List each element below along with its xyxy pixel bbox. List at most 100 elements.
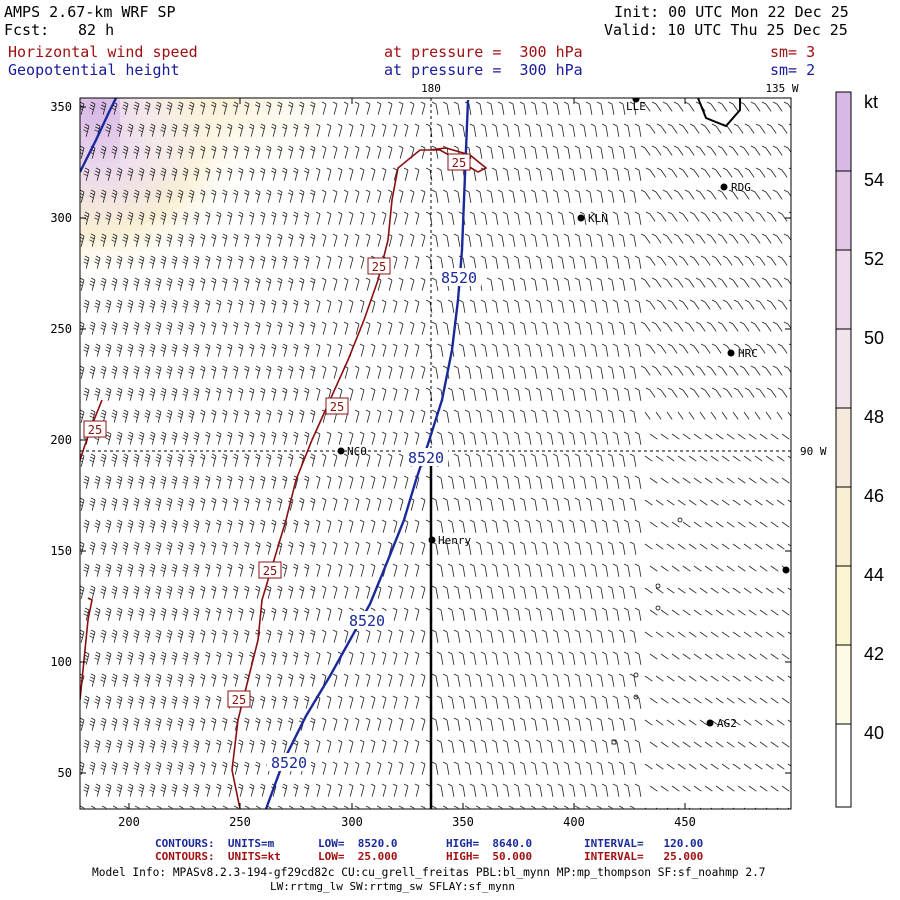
wind-barb-feather <box>123 717 129 721</box>
wind-barb-feather <box>574 409 580 413</box>
wind-barb-feather <box>95 211 101 215</box>
wind-barb-feather <box>255 233 261 237</box>
wind-barb-shaft <box>743 455 752 462</box>
wind-barb-shaft <box>710 191 717 200</box>
wind-barb-feather <box>662 233 668 237</box>
wind-barb-shaft <box>118 301 123 313</box>
wind-barb-feather <box>722 211 728 215</box>
wind-barb-feather <box>116 613 121 617</box>
wind-barb-feather <box>623 695 629 699</box>
wind-barb-feather <box>189 189 195 193</box>
wind-barb-feather <box>128 258 133 262</box>
wind-barb-shaft <box>168 455 173 467</box>
wind-barb-shaft <box>567 147 571 159</box>
wind-barb-shaft <box>545 235 549 247</box>
wind-barb-shaft <box>316 521 321 533</box>
wind-barb-feather <box>453 233 459 237</box>
wind-barb-feather <box>222 412 227 416</box>
wind-barb-shaft <box>289 147 294 159</box>
wind-barb-feather <box>89 547 94 551</box>
wind-barb-feather <box>80 192 84 196</box>
wind-barb-feather <box>244 324 249 328</box>
wind-barb-feather <box>123 544 128 548</box>
wind-barb-shaft <box>223 279 228 291</box>
wind-barb-shaft <box>435 279 439 291</box>
wind-barb-feather <box>766 255 772 259</box>
wind-barb-feather <box>629 409 635 413</box>
wind-barb-shaft <box>355 455 360 467</box>
wind-barb-shaft <box>272 741 277 753</box>
wind-barb-feather <box>200 189 206 193</box>
wind-barb-shaft <box>129 521 134 533</box>
wind-barb-feather <box>524 387 530 391</box>
wind-barb-shaft <box>589 719 593 731</box>
wind-barb-shaft <box>212 763 217 775</box>
wind-barb-feather <box>139 346 144 350</box>
wind-barb-feather <box>645 167 651 171</box>
wind-barb-shaft <box>366 411 371 423</box>
wind-barb-shaft <box>256 367 261 379</box>
wind-barb-feather <box>138 173 143 177</box>
wind-barb-feather <box>442 717 448 721</box>
wind-barb-feather <box>171 481 176 485</box>
wind-barb-feather <box>260 478 265 482</box>
wind-barb-shaft <box>85 389 90 401</box>
wind-barb-feather <box>172 390 177 394</box>
wind-barb-feather <box>541 541 547 545</box>
wind-barb-shaft <box>721 279 728 288</box>
wind-barb-shaft <box>382 213 387 225</box>
wind-barb-shaft <box>168 191 173 203</box>
wind-barb-feather <box>519 541 525 545</box>
wind-barb-shaft <box>550 609 554 621</box>
wind-barb-shaft <box>344 543 349 555</box>
wind-barb-shaft <box>173 213 178 225</box>
wind-barb-feather <box>277 321 283 325</box>
wind-barb-feather <box>178 148 183 152</box>
wind-barb-shaft <box>250 609 255 621</box>
wind-barb-feather <box>354 541 360 545</box>
wind-barb-feather <box>200 673 206 677</box>
wind-barb-shaft <box>360 653 365 665</box>
wind-barb-feather <box>249 654 254 658</box>
wind-barb-feather <box>332 585 338 589</box>
wind-barb-feather <box>271 214 276 218</box>
wind-barb-shaft <box>217 785 222 797</box>
wind-barb-feather <box>733 123 739 127</box>
wind-barb-feather <box>194 214 199 218</box>
wind-barb-feather <box>282 258 287 262</box>
wind-barb-feather <box>112 365 118 369</box>
wind-barb-shaft <box>649 785 658 792</box>
wind-barb-feather <box>117 651 123 655</box>
wind-barb-feather <box>370 519 376 523</box>
wind-barb-shaft <box>261 653 266 665</box>
wind-barb-feather <box>150 783 156 787</box>
wind-barb-shaft <box>289 279 294 291</box>
wind-barb-shaft <box>168 763 173 775</box>
wind-barb-feather <box>761 233 767 237</box>
wind-barb-feather <box>546 695 552 699</box>
wind-barb-shaft <box>534 455 538 467</box>
wind-barb-feather <box>310 104 315 108</box>
wind-barb-shaft <box>572 433 576 445</box>
model-title: AMPS 2.67-km WRF SP <box>4 3 176 21</box>
wind-barb-shaft <box>451 697 455 709</box>
wind-barb-shaft <box>146 719 151 731</box>
wind-barb-shaft <box>80 499 85 511</box>
wind-barb-shaft <box>393 345 398 357</box>
wind-barb-feather <box>524 695 530 699</box>
wind-barb-shaft <box>113 455 118 467</box>
wind-barb-shaft <box>85 653 90 665</box>
wind-barb-feather <box>233 805 239 809</box>
wind-barb-shaft <box>693 521 702 528</box>
wind-barb-feather <box>337 299 343 303</box>
wind-barb-feather <box>354 453 360 457</box>
wind-barb-feather <box>409 365 415 369</box>
wind-barb-feather <box>304 343 310 347</box>
wind-barb-feather <box>398 233 404 237</box>
wind-barb-feather <box>343 717 349 721</box>
wind-barb-shaft <box>239 125 244 137</box>
wind-barb-feather <box>90 101 96 105</box>
wind-barb-feather <box>530 717 536 721</box>
wind-barb-feather <box>244 368 249 372</box>
wind-barb-feather <box>145 629 151 633</box>
